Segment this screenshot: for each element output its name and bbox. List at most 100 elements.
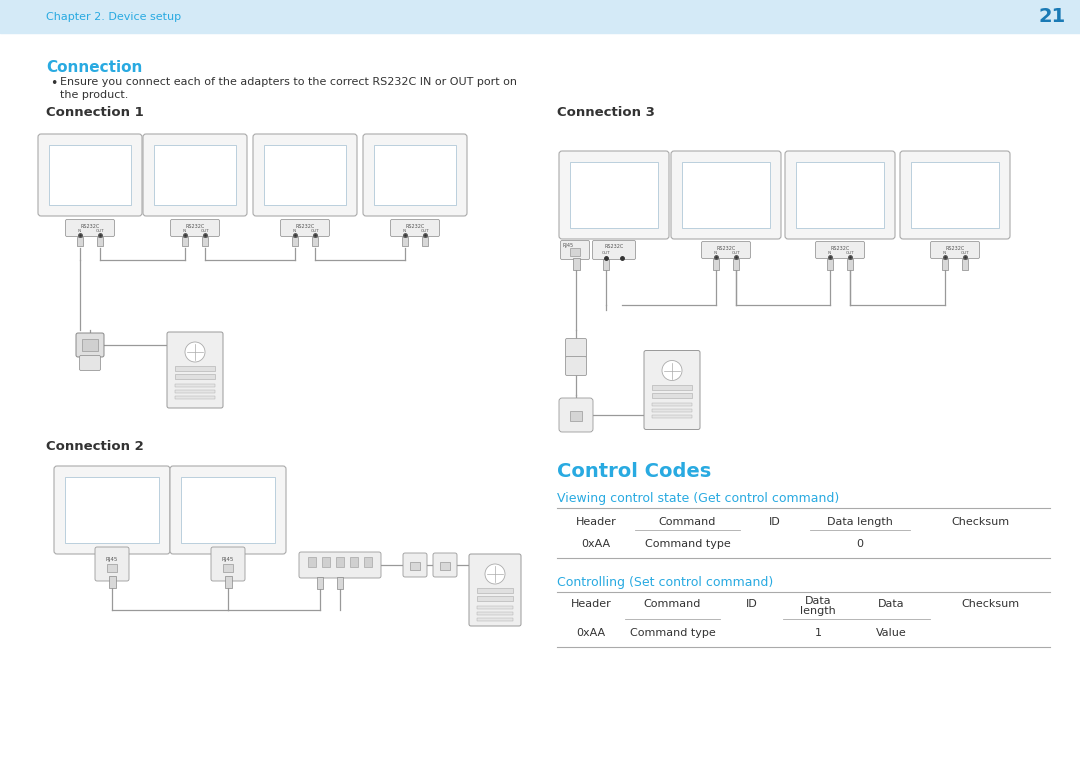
Bar	[175, 396, 215, 399]
Bar	[175, 384, 215, 387]
Text: Header: Header	[570, 599, 611, 609]
Text: Chapter 2. Device setup: Chapter 2. Device setup	[46, 11, 181, 21]
Bar	[350, 557, 357, 567]
Text: RS232C: RS232C	[716, 246, 735, 250]
FancyBboxPatch shape	[76, 333, 104, 357]
Bar	[336, 557, 345, 567]
Text: Connection 3: Connection 3	[557, 106, 654, 119]
Text: IN: IN	[183, 229, 187, 233]
Text: Checksum: Checksum	[961, 599, 1020, 609]
FancyBboxPatch shape	[900, 151, 1010, 239]
FancyBboxPatch shape	[433, 553, 457, 577]
FancyBboxPatch shape	[815, 242, 864, 259]
Text: OUT: OUT	[960, 251, 970, 255]
Bar	[570, 248, 580, 256]
Bar	[477, 612, 513, 615]
FancyBboxPatch shape	[281, 220, 329, 237]
Bar	[337, 577, 343, 589]
Text: RJ45: RJ45	[106, 556, 118, 562]
FancyBboxPatch shape	[931, 242, 980, 259]
Bar	[175, 390, 215, 393]
FancyBboxPatch shape	[171, 220, 219, 237]
Text: Checksum: Checksum	[950, 517, 1009, 527]
FancyBboxPatch shape	[211, 547, 245, 581]
Bar	[410, 562, 420, 570]
Bar	[181, 477, 275, 543]
Bar	[652, 392, 692, 398]
FancyBboxPatch shape	[95, 547, 129, 581]
Bar	[912, 162, 999, 228]
Text: OUT: OUT	[201, 229, 210, 233]
Bar	[183, 237, 188, 246]
Bar	[733, 259, 739, 269]
Text: 0xAA: 0xAA	[581, 539, 610, 549]
Text: RJ45: RJ45	[563, 243, 573, 247]
Bar	[652, 403, 692, 405]
FancyBboxPatch shape	[54, 466, 170, 554]
Text: Data: Data	[805, 596, 832, 606]
FancyBboxPatch shape	[253, 134, 357, 216]
Text: ID: ID	[745, 599, 757, 609]
Bar	[652, 385, 692, 389]
FancyBboxPatch shape	[702, 242, 751, 259]
Text: OUT: OUT	[846, 251, 854, 255]
Bar	[308, 557, 316, 567]
Bar	[477, 618, 513, 621]
FancyBboxPatch shape	[785, 151, 895, 239]
Bar	[827, 259, 833, 269]
Bar	[402, 237, 408, 246]
FancyBboxPatch shape	[66, 220, 114, 237]
Bar	[65, 477, 159, 543]
Circle shape	[662, 360, 681, 381]
Text: Command type: Command type	[645, 539, 730, 549]
Text: RJ45: RJ45	[221, 556, 234, 562]
Bar	[225, 576, 231, 588]
Bar	[154, 145, 237, 205]
Bar	[422, 237, 428, 246]
Bar	[175, 366, 215, 371]
Bar	[374, 145, 456, 205]
FancyBboxPatch shape	[559, 151, 669, 239]
Text: OUT: OUT	[602, 251, 610, 255]
Text: Header: Header	[576, 517, 617, 527]
Bar	[440, 562, 450, 570]
Text: Connection 2: Connection 2	[46, 440, 144, 453]
FancyBboxPatch shape	[391, 220, 440, 237]
Bar	[0, 0, 1080, 33]
FancyBboxPatch shape	[566, 339, 586, 358]
Bar	[652, 408, 692, 411]
Bar	[82, 339, 98, 351]
Text: Viewing control state (Get control command): Viewing control state (Get control comma…	[557, 492, 839, 505]
Text: Controlling (Set control command): Controlling (Set control command)	[557, 576, 773, 589]
Text: •: •	[50, 77, 57, 90]
FancyBboxPatch shape	[403, 553, 427, 577]
Text: IN: IN	[714, 251, 718, 255]
Text: Control Codes: Control Codes	[557, 462, 712, 481]
Bar	[570, 411, 582, 421]
Bar	[847, 259, 853, 269]
FancyBboxPatch shape	[566, 356, 586, 375]
Text: Command: Command	[659, 517, 716, 527]
Bar	[942, 259, 948, 269]
Text: 1: 1	[814, 628, 822, 638]
Text: Command: Command	[644, 599, 701, 609]
Text: length: length	[800, 606, 836, 616]
FancyBboxPatch shape	[80, 356, 100, 371]
Text: RS232C: RS232C	[831, 246, 850, 250]
Circle shape	[185, 342, 205, 362]
FancyBboxPatch shape	[593, 240, 635, 259]
Text: RS232C: RS232C	[945, 246, 964, 250]
Text: RS232C: RS232C	[80, 224, 99, 228]
Bar	[681, 162, 770, 228]
FancyBboxPatch shape	[299, 552, 381, 578]
Bar	[292, 237, 298, 246]
Bar	[175, 374, 215, 379]
Bar	[107, 564, 117, 572]
Bar	[108, 576, 116, 588]
Text: 0xAA: 0xAA	[577, 628, 606, 638]
Text: Connection: Connection	[46, 60, 143, 75]
Text: Command type: Command type	[630, 628, 715, 638]
Bar	[322, 557, 330, 567]
Bar	[652, 414, 692, 417]
FancyBboxPatch shape	[561, 240, 590, 259]
